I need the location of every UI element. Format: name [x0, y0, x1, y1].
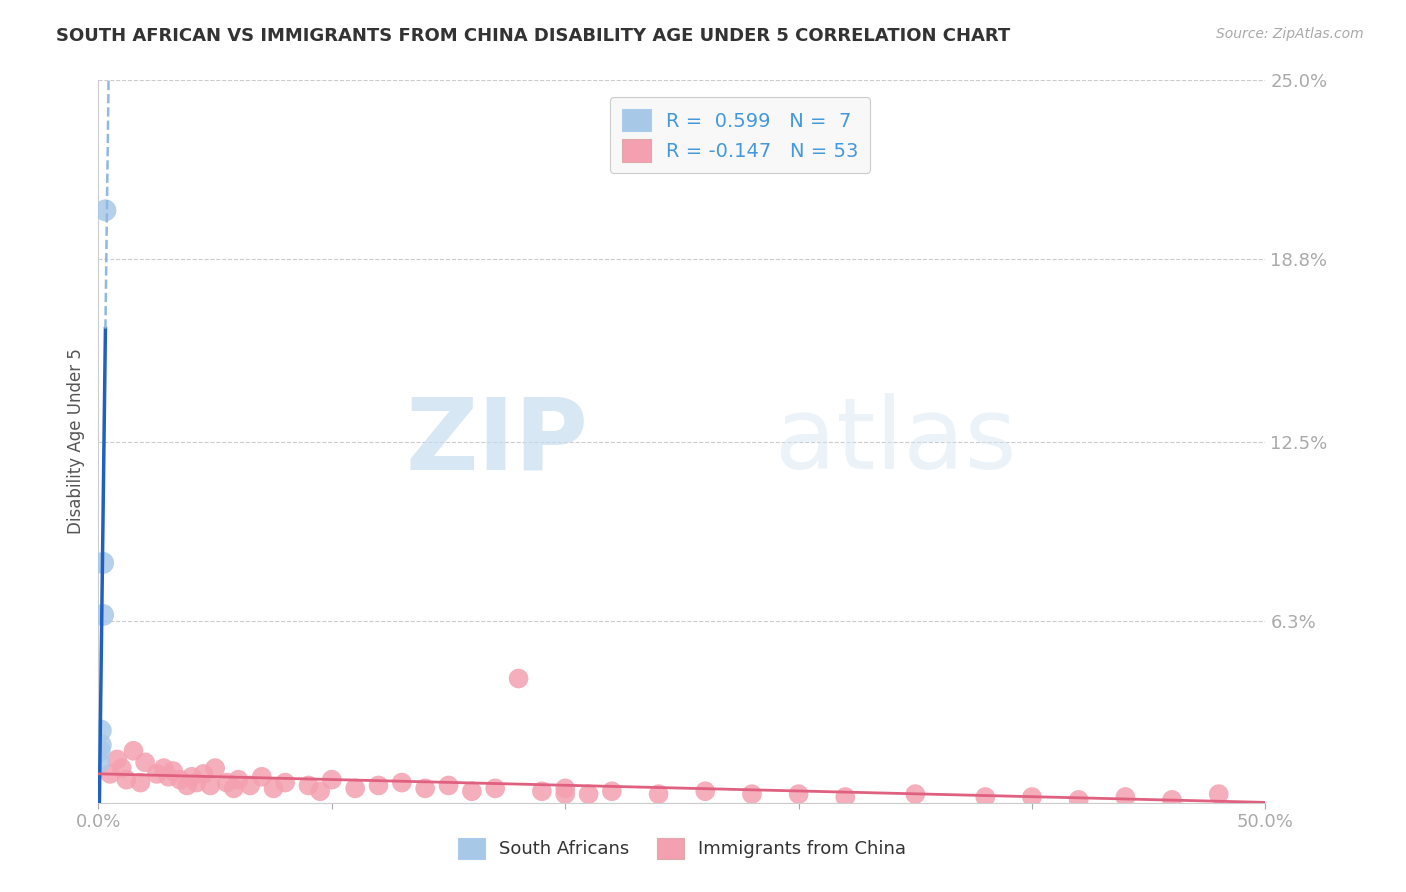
Point — [204, 761, 226, 775]
Point — [122, 744, 145, 758]
Point — [200, 779, 222, 793]
Point — [215, 775, 238, 789]
Point — [152, 761, 174, 775]
Point — [115, 772, 138, 787]
Point — [105, 752, 128, 766]
Point — [193, 767, 215, 781]
Point — [695, 784, 717, 798]
Point — [228, 772, 250, 787]
Point — [367, 779, 389, 793]
Point — [787, 787, 810, 801]
Point — [484, 781, 506, 796]
Legend: South Africans, Immigrants from China: South Africans, Immigrants from China — [450, 830, 914, 866]
Point — [250, 770, 273, 784]
Point — [91, 607, 114, 622]
Point — [309, 784, 332, 798]
Point — [146, 767, 169, 781]
Point — [741, 787, 763, 801]
Point — [176, 779, 198, 793]
Point — [391, 775, 413, 789]
Point — [321, 772, 343, 787]
Point — [974, 790, 997, 805]
Point — [578, 787, 600, 801]
Point — [554, 781, 576, 796]
Point — [600, 784, 623, 798]
Point — [98, 767, 121, 781]
Point — [157, 770, 180, 784]
Point — [186, 775, 208, 789]
Point — [90, 723, 112, 738]
Text: Source: ZipAtlas.com: Source: ZipAtlas.com — [1216, 27, 1364, 41]
Point — [91, 556, 114, 570]
Point — [647, 787, 669, 801]
Point — [508, 672, 530, 686]
Point — [1067, 793, 1090, 807]
Point — [94, 203, 117, 218]
Point — [1208, 787, 1230, 801]
Point — [162, 764, 184, 778]
Point — [87, 756, 110, 770]
Text: ZIP: ZIP — [406, 393, 589, 490]
Point — [530, 784, 553, 798]
Point — [134, 756, 156, 770]
Text: SOUTH AFRICAN VS IMMIGRANTS FROM CHINA DISABILITY AGE UNDER 5 CORRELATION CHART: SOUTH AFRICAN VS IMMIGRANTS FROM CHINA D… — [56, 27, 1011, 45]
Point — [904, 787, 927, 801]
Point — [90, 738, 112, 752]
Point — [1021, 790, 1043, 805]
Point — [437, 779, 460, 793]
Point — [461, 784, 484, 798]
Point — [239, 779, 262, 793]
Point — [262, 781, 284, 796]
Point — [1161, 793, 1184, 807]
Point — [129, 775, 152, 789]
Text: atlas: atlas — [775, 393, 1017, 490]
Point — [222, 781, 245, 796]
Point — [297, 779, 319, 793]
Point — [111, 761, 134, 775]
Point — [413, 781, 436, 796]
Point — [274, 775, 297, 789]
Point — [169, 772, 191, 787]
Point — [554, 787, 576, 801]
Point — [344, 781, 367, 796]
Point — [834, 790, 856, 805]
Point — [1114, 790, 1136, 805]
Point — [89, 744, 111, 758]
Point — [180, 770, 202, 784]
Y-axis label: Disability Age Under 5: Disability Age Under 5 — [66, 349, 84, 534]
